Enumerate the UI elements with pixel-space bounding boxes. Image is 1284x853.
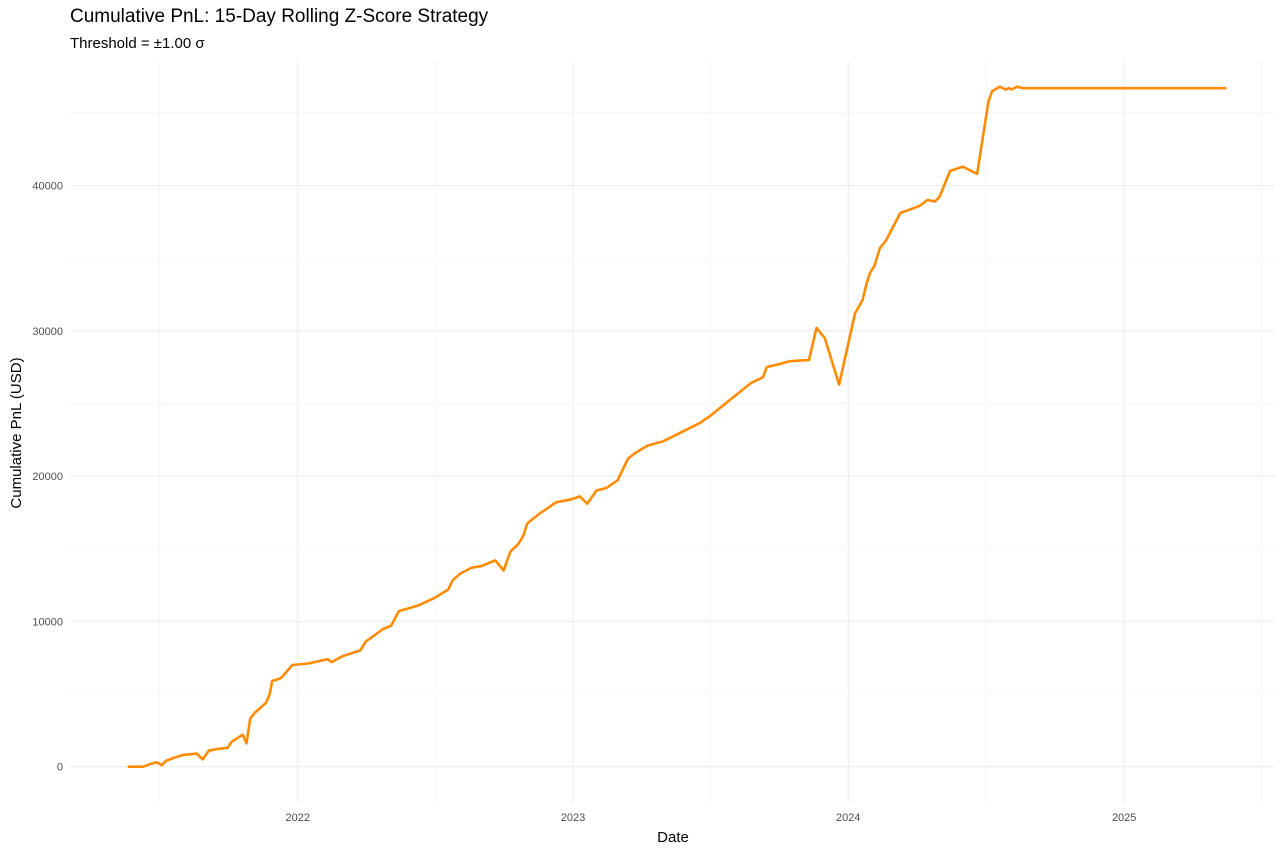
series-layer [127, 85, 1227, 769]
chart-title: Cumulative PnL: 15-Day Rolling Z-Score S… [70, 6, 489, 27]
chart-subtitle: Threshold = ±1.00 σ [70, 35, 205, 52]
x-tick-label: 2025 [1112, 812, 1136, 824]
y-tick-label: 0 [57, 762, 63, 774]
cumulative-pnl-line [127, 85, 1227, 769]
y-tick-label: 10000 [32, 616, 63, 628]
y-tick-label: 20000 [32, 471, 63, 483]
x-axis-ticks: 2022 2023 2024 2025 [285, 812, 1136, 824]
x-axis-title: Date [657, 829, 689, 846]
y-axis-ticks: 0 10000 20000 30000 40000 [32, 181, 63, 774]
x-tick-label: 2023 [561, 812, 585, 824]
y-axis-title: Cumulative PnL (USD) [8, 357, 25, 508]
x-tick-label: 2024 [836, 812, 860, 824]
minor-gridlines [70, 62, 1275, 803]
major-gridlines [70, 62, 1275, 803]
y-tick-label: 40000 [32, 181, 63, 193]
x-tick-label: 2022 [285, 812, 309, 824]
y-tick-label: 30000 [32, 326, 63, 338]
